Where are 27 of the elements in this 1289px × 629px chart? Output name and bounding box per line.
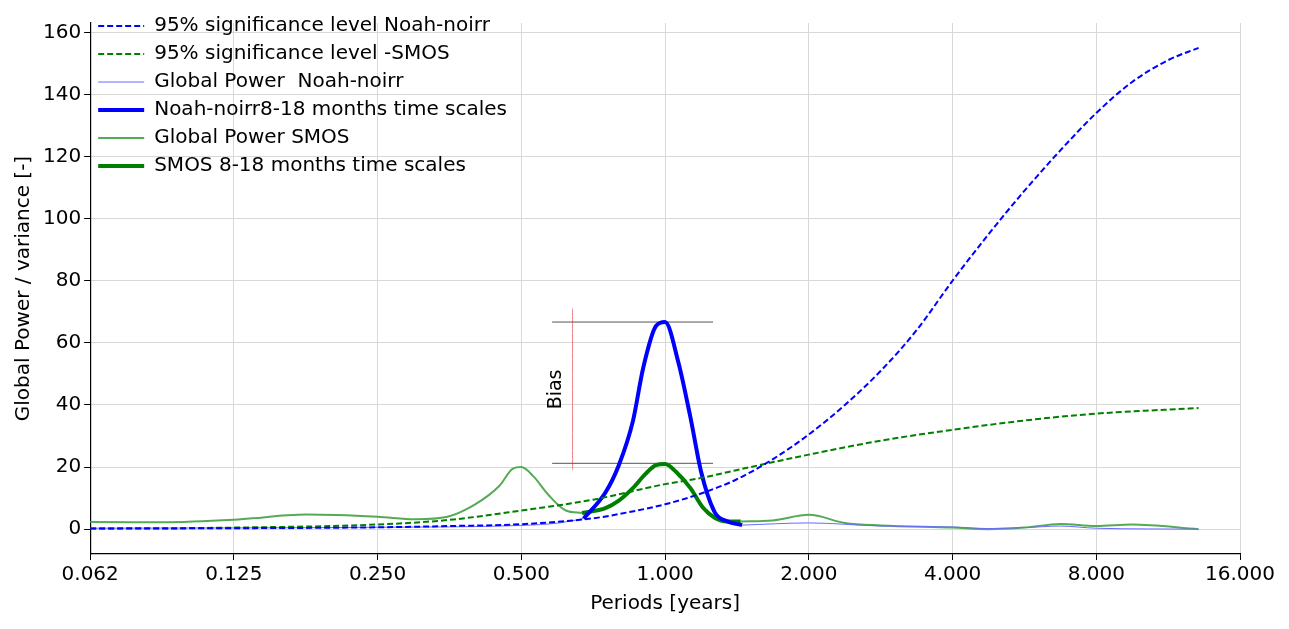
x-tick-label: 0.062 <box>61 561 119 586</box>
x-tick-label: 1.000 <box>636 561 694 586</box>
x-tick-label: 0.250 <box>349 561 407 586</box>
x-tick-label: 8.000 <box>1067 561 1125 586</box>
annotation: Bias <box>543 369 566 410</box>
y-tick-label: 60 <box>55 329 82 354</box>
y-tick-label: 0 <box>68 515 82 540</box>
legend-label: 95% significance level -SMOS <box>154 40 450 65</box>
x-tick-label: 2.000 <box>780 561 838 586</box>
y-axis-title: Global Power / variance [-] <box>10 155 35 422</box>
y-tick-label: 100 <box>42 204 82 229</box>
y-tick-label: 20 <box>55 453 82 478</box>
y-tick-label: 80 <box>55 266 82 291</box>
y-tick-label: 120 <box>42 142 82 167</box>
legend-label: Noah-noirr8-18 months time scales <box>154 96 508 121</box>
x-axis-title: Periods [years] <box>590 590 740 615</box>
y-tick-label: 160 <box>42 18 82 43</box>
legend-label: SMOS 8-18 months time scales <box>154 152 466 177</box>
y-tick-label: 140 <box>42 80 82 105</box>
x-tick-label: 0.500 <box>492 561 550 586</box>
legend-label: Global Power Noah-noirr <box>154 68 405 93</box>
legend-label: 95% significance level Noah-noirr <box>154 12 491 37</box>
x-tick-label: 16.000 <box>1205 561 1275 586</box>
x-tick-label: 4.000 <box>923 561 982 586</box>
legend-label: Global Power SMOS <box>154 124 350 149</box>
y-tick-label: 40 <box>55 391 82 416</box>
x-tick-label: 0.125 <box>205 561 263 586</box>
